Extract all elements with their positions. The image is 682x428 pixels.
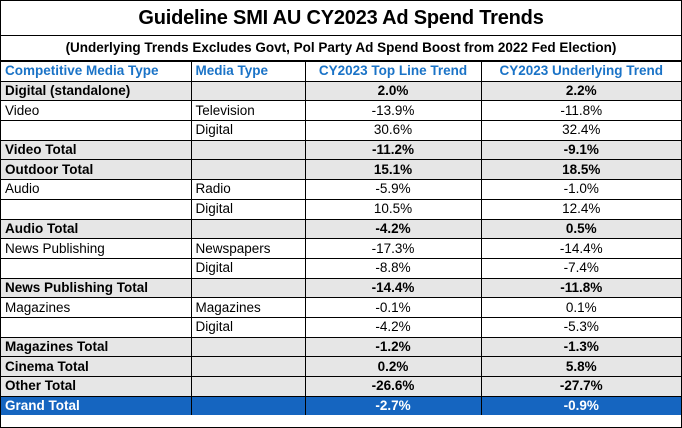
cell-top-line-trend: -8.8% <box>304 257 482 279</box>
cell-top-line-trend: -5.9% <box>304 179 482 200</box>
cell-top-line-trend: -4.2% <box>304 218 482 240</box>
total-row: Digital (standalone) 2.0% 2.2% <box>1 80 681 102</box>
table-row: Video Television -13.9% -11.8% <box>1 100 681 122</box>
cell-top-line-trend: 15.1% <box>304 159 482 181</box>
total-row: News Publishing Total -14.4% -11.8% <box>1 277 681 299</box>
table-row: Audio Radio -5.9% -1.0% <box>1 179 681 200</box>
cell-top-line-trend: 10.5% <box>304 198 482 220</box>
cell-competitive-media-type: Audio Total <box>1 218 192 240</box>
total-row: Other Total -26.6% -27.7% <box>1 376 681 397</box>
cell-top-line-trend: -2.7% <box>304 395 482 416</box>
cell-top-line-trend: 0.2% <box>304 356 482 377</box>
cell-underlying-trend: -7.4% <box>480 257 681 279</box>
cell-top-line-trend: 30.6% <box>304 120 482 141</box>
cell-media-type <box>190 356 306 377</box>
report-title: Guideline SMI AU CY2023 Ad Spend Trends <box>1 1 681 36</box>
cell-media-type <box>190 376 306 397</box>
cell-top-line-trend: -26.6% <box>304 376 482 397</box>
cell-media-type: Digital <box>190 198 306 220</box>
cell-media-type: Magazines <box>190 297 306 318</box>
cell-media-type <box>190 395 306 416</box>
cell-media-type: Digital <box>190 257 306 279</box>
cell-underlying-trend: 5.8% <box>480 356 681 377</box>
cell-underlying-trend: 2.2% <box>480 80 681 102</box>
cell-competitive-media-type: Video <box>1 100 192 122</box>
cell-top-line-trend: -4.2% <box>304 316 482 338</box>
cell-competitive-media-type: Outdoor Total <box>1 159 192 181</box>
cell-media-type: Digital <box>190 316 306 338</box>
cell-underlying-trend: -11.8% <box>480 100 681 122</box>
cell-competitive-media-type: Grand Total <box>1 395 192 416</box>
cell-competitive-media-type: Magazines <box>1 297 192 318</box>
header-competitive-media-type: Competitive Media Type <box>1 61 192 82</box>
cell-competitive-media-type <box>1 257 192 279</box>
total-row: Video Total -11.2% -9.1% <box>1 139 681 161</box>
cell-competitive-media-type: News Publishing <box>1 238 192 259</box>
table-row: Digital 10.5% 12.4% <box>1 198 681 220</box>
cell-competitive-media-type <box>1 120 192 141</box>
cell-top-line-trend: -1.2% <box>304 336 482 358</box>
header-underlying-trend: CY2023 Underlying Trend <box>480 61 681 82</box>
cell-underlying-trend: -11.8% <box>480 277 681 299</box>
cell-media-type <box>190 159 306 181</box>
cell-top-line-trend: -17.3% <box>304 238 482 259</box>
cell-competitive-media-type <box>1 198 192 220</box>
cell-media-type: Television <box>190 100 306 122</box>
table-row: Digital 30.6% 32.4% <box>1 120 681 141</box>
cell-competitive-media-type: Audio <box>1 179 192 200</box>
cell-competitive-media-type: Magazines Total <box>1 336 192 358</box>
cell-competitive-media-type: Cinema Total <box>1 356 192 377</box>
total-row: Magazines Total -1.2% -1.3% <box>1 336 681 358</box>
cell-underlying-trend: 12.4% <box>480 198 681 220</box>
table-row: Digital -8.8% -7.4% <box>1 257 681 279</box>
cell-competitive-media-type: Video Total <box>1 139 192 161</box>
table-body: Digital (standalone) 2.0% 2.2% Video Televis… <box>1 80 681 416</box>
cell-underlying-trend: -5.3% <box>480 316 681 338</box>
cell-competitive-media-type: News Publishing Total <box>1 277 192 299</box>
cell-media-type <box>190 336 306 358</box>
header-row: Competitive Media Type Media Type CY2023… <box>1 61 681 82</box>
ad-spend-table: Competitive Media Type Media Type CY2023… <box>1 61 681 416</box>
cell-competitive-media-type <box>1 316 192 338</box>
header-media-type: Media Type <box>190 61 306 82</box>
cell-underlying-trend: -1.0% <box>480 179 681 200</box>
cell-media-type <box>190 80 306 102</box>
cell-underlying-trend: 0.5% <box>480 218 681 240</box>
cell-top-line-trend: -11.2% <box>304 139 482 161</box>
cell-media-type: Newspapers <box>190 238 306 259</box>
cell-media-type <box>190 277 306 299</box>
cell-underlying-trend: 32.4% <box>480 120 681 141</box>
cell-underlying-trend: -0.9% <box>480 395 681 416</box>
cell-underlying-trend: -14.4% <box>480 238 681 259</box>
grand-total-row: Grand Total -2.7% -0.9% <box>1 395 681 416</box>
cell-underlying-trend: -9.1% <box>480 139 681 161</box>
cell-top-line-trend: -13.9% <box>304 100 482 122</box>
total-row: Outdoor Total 15.1% 18.5% <box>1 159 681 181</box>
cell-competitive-media-type: Other Total <box>1 376 192 397</box>
cell-media-type: Radio <box>190 179 306 200</box>
cell-top-line-trend: 2.0% <box>304 80 482 102</box>
cell-top-line-trend: -14.4% <box>304 277 482 299</box>
report-subtitle: (Underlying Trends Excludes Govt, Pol Pa… <box>1 36 681 61</box>
cell-underlying-trend: -1.3% <box>480 336 681 358</box>
cell-competitive-media-type: Digital (standalone) <box>1 80 192 102</box>
cell-underlying-trend: 0.1% <box>480 297 681 318</box>
table-row: Digital -4.2% -5.3% <box>1 316 681 338</box>
cell-media-type <box>190 218 306 240</box>
total-row: Audio Total -4.2% 0.5% <box>1 218 681 240</box>
table-row: Magazines Magazines -0.1% 0.1% <box>1 297 681 318</box>
cell-media-type <box>190 139 306 161</box>
table-header: Competitive Media Type Media Type CY2023… <box>1 61 681 82</box>
cell-media-type: Digital <box>190 120 306 141</box>
cell-underlying-trend: -27.7% <box>480 376 681 397</box>
total-row: Cinema Total 0.2% 5.8% <box>1 356 681 377</box>
cell-top-line-trend: -0.1% <box>304 297 482 318</box>
cell-underlying-trend: 18.5% <box>480 159 681 181</box>
header-top-line-trend: CY2023 Top Line Trend <box>304 61 482 82</box>
table-row: News Publishing Newspapers -17.3% -14.4% <box>1 238 681 259</box>
